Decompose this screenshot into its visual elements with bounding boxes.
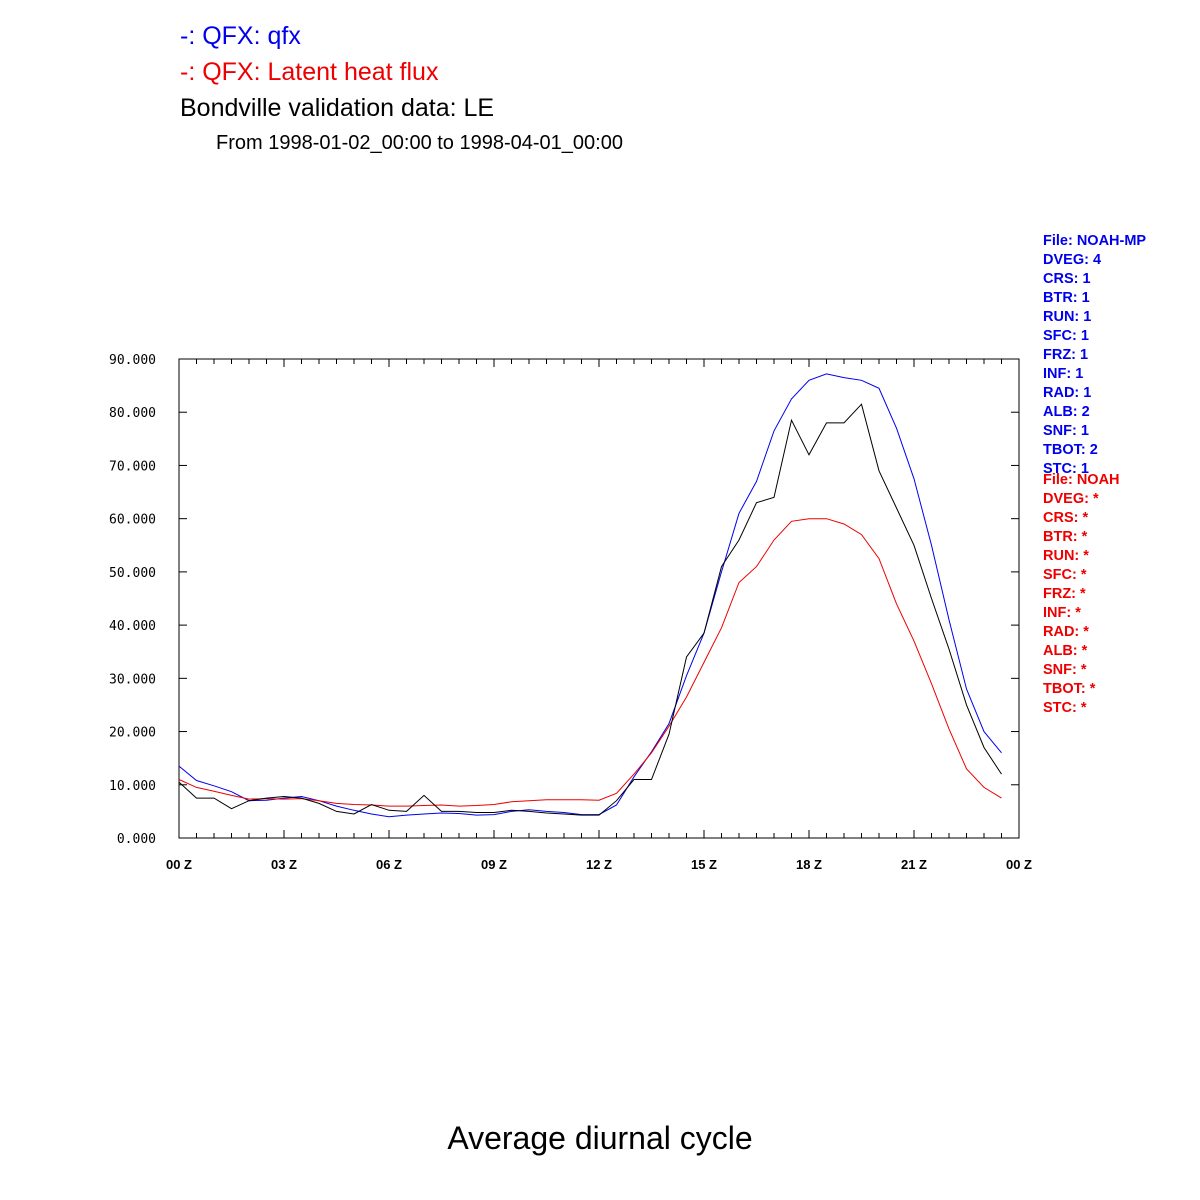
y-tick-label: 20.000 <box>109 726 156 741</box>
setting-entry: INF: * <box>1043 605 1081 621</box>
series-line-red <box>178 518 1002 807</box>
x-tick-label: 21 Z <box>901 857 927 872</box>
y-tick-label: 60.000 <box>109 513 156 528</box>
x-tick-label: 18 Z <box>796 857 822 872</box>
setting-entry: TBOT: * <box>1043 681 1096 697</box>
setting-entry: FRZ: 1 <box>1043 347 1089 363</box>
setting-entry: RAD: * <box>1043 624 1089 640</box>
setting-entry: RAD: 1 <box>1043 385 1092 401</box>
title-date-range: From 1998-01-02_00:00 to 1998-04-01_00:0… <box>216 132 623 154</box>
x-tick-label: 00 Z <box>166 857 192 872</box>
setting-entry: File: NOAH-MP <box>1043 233 1147 249</box>
chart-bottom-title: Average diurnal cycle <box>447 1120 753 1156</box>
title-line-latent-heat-flux: -: QFX: Latent heat flux <box>180 58 439 86</box>
noahmp-settings-list: File: NOAH-MP DVEG: 4 CRS: 1 BTR: 1 RUN: 1 SF… <box>1043 232 1146 479</box>
setting-entry: TBOT: 2 <box>1043 442 1098 458</box>
x-tick-label: 09 Z <box>481 857 507 872</box>
setting-entry: DVEG: * <box>1043 491 1099 507</box>
setting-entry: SFC: * <box>1043 567 1087 583</box>
setting-entry: RUN: * <box>1043 548 1089 564</box>
title-line-validation-data: Bondville validation data: LE <box>180 94 495 122</box>
x-tick-label: 15 Z <box>691 857 717 872</box>
plot-frame <box>178 358 1020 839</box>
setting-entry: SNF: * <box>1043 662 1087 678</box>
setting-entry: CRS: 1 <box>1043 271 1091 287</box>
setting-entry: INF: 1 <box>1043 366 1084 382</box>
title-line-qfx: -: QFX: qfx <box>180 22 301 50</box>
x-tick-label: 00 Z <box>1006 857 1032 872</box>
y-tick-label: 10.000 <box>109 779 156 794</box>
setting-entry: DVEG: 4 <box>1043 252 1102 268</box>
y-tick-label: 50.000 <box>109 566 156 581</box>
noah-settings-list: File: NOAH DVEG: * CRS: * BTR: * RUN: * SFC: … <box>1043 471 1120 718</box>
setting-entry: BTR: * <box>1043 529 1088 545</box>
setting-entry: SNF: 1 <box>1043 423 1089 439</box>
setting-entry: FRZ: * <box>1043 586 1086 602</box>
y-tick-label: 70.000 <box>109 459 156 474</box>
setting-entry: File: NOAH <box>1043 472 1120 488</box>
setting-entry: CRS: * <box>1043 510 1089 526</box>
setting-entry: SFC: 1 <box>1043 328 1089 344</box>
y-tick-label: 0.000 <box>117 832 156 847</box>
setting-entry: BTR: 1 <box>1043 290 1090 306</box>
y-tick-label: 30.000 <box>109 672 156 687</box>
setting-entry: RUN: 1 <box>1043 309 1092 325</box>
series-line-black <box>178 403 1002 816</box>
x-tick-label: 03 Z <box>271 857 297 872</box>
series-line-blue <box>178 373 1002 818</box>
y-tick-label: 80.000 <box>109 406 156 421</box>
setting-entry: ALB: * <box>1043 643 1088 659</box>
x-tick-label: 06 Z <box>376 857 402 872</box>
y-tick-label: 90.000 <box>109 353 156 368</box>
y-tick-label: 40.000 <box>109 619 156 634</box>
setting-entry: STC: 1 <box>1043 461 1089 477</box>
setting-entry: STC: * <box>1043 700 1087 716</box>
setting-entry: ALB: 2 <box>1043 404 1090 420</box>
x-tick-label: 12 Z <box>586 857 612 872</box>
